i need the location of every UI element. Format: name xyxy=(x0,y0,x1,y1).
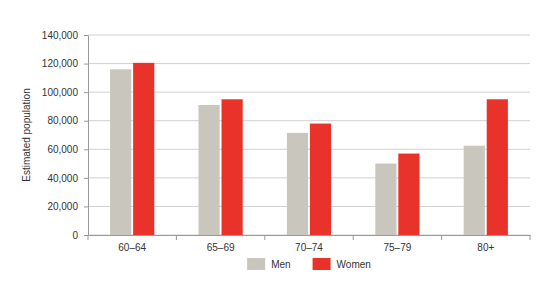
x-tick: 75–79 xyxy=(383,235,411,253)
x-tick-label: 75–79 xyxy=(383,242,411,253)
y-tick: 0 xyxy=(72,230,88,241)
grid-line xyxy=(88,35,530,36)
x-axis: 60–64 65–69 70–74 75–79 80+ xyxy=(89,235,531,253)
x-tick-label: 70–74 xyxy=(295,242,323,253)
bar xyxy=(110,69,131,235)
x-tick: 60–64 xyxy=(118,235,146,253)
y-axis: 0 20,000 40,000 60,000 80,000 100,000 120,000 1… xyxy=(42,30,89,241)
y-tick-label: 0 xyxy=(72,230,78,241)
bar xyxy=(287,133,308,235)
y-tick-mark xyxy=(84,206,88,207)
legend: Men Women xyxy=(247,258,371,270)
y-tick-mark xyxy=(84,149,88,150)
y-tick-label: 80,000 xyxy=(47,115,78,126)
y-tick: 60,000 xyxy=(47,144,88,155)
legend-item: Men xyxy=(247,258,290,270)
y-tick-mark xyxy=(84,35,88,36)
bar xyxy=(222,99,243,235)
x-separator xyxy=(88,235,89,240)
x-tick: 70–74 xyxy=(295,235,323,253)
y-tick-label: 40,000 xyxy=(47,173,78,184)
y-tick: 140,000 xyxy=(42,30,88,41)
bar xyxy=(133,63,154,235)
y-tick-label: 100,000 xyxy=(42,87,79,98)
legend-item: Women xyxy=(313,258,371,270)
bar xyxy=(398,154,419,235)
y-tick: 100,000 xyxy=(42,87,88,98)
legend-swatch xyxy=(247,258,265,270)
legend-label: Women xyxy=(337,259,371,270)
x-tick: 65–69 xyxy=(207,235,235,253)
series-bars xyxy=(110,69,485,235)
y-tick-label: 120,000 xyxy=(42,58,79,69)
x-separator xyxy=(530,235,531,240)
y-tick-label: 60,000 xyxy=(47,144,78,155)
bar xyxy=(199,105,220,235)
y-tick: 40,000 xyxy=(47,173,88,184)
bar xyxy=(310,124,331,235)
y-tick: 80,000 xyxy=(47,115,88,126)
legend-label: Men xyxy=(271,259,290,270)
x-tick-label: 65–69 xyxy=(207,242,235,253)
x-tick-label: 60–64 xyxy=(118,242,146,253)
y-tick: 20,000 xyxy=(47,201,88,212)
x-separator xyxy=(441,235,442,240)
y-tick-label: 140,000 xyxy=(42,30,79,41)
x-tick: 80+ xyxy=(477,235,494,253)
bar xyxy=(464,146,485,235)
x-axis-line xyxy=(89,235,531,236)
bars xyxy=(110,63,508,235)
x-tick-label: 80+ xyxy=(477,242,494,253)
chart: 0 20,000 40,000 60,000 80,000 100,000 120,000 1… xyxy=(0,0,550,290)
bar xyxy=(487,99,508,235)
x-separator xyxy=(264,235,265,240)
y-axis-title: Estimated population xyxy=(21,88,32,181)
y-tick-mark xyxy=(84,64,88,65)
series-bars xyxy=(133,63,508,235)
x-separators xyxy=(88,235,530,240)
grid xyxy=(88,35,530,235)
y-tick-label: 20,000 xyxy=(47,201,78,212)
y-tick-mark xyxy=(84,121,88,122)
y-tick: 120,000 xyxy=(42,58,88,69)
legend-swatch xyxy=(313,258,331,270)
y-tick-mark xyxy=(84,178,88,179)
y-tick-mark xyxy=(84,92,88,93)
x-separator xyxy=(353,235,354,240)
x-separator xyxy=(176,235,177,240)
y-tick-mark xyxy=(84,235,88,236)
y-axis-line xyxy=(88,36,89,236)
bar xyxy=(375,164,396,235)
